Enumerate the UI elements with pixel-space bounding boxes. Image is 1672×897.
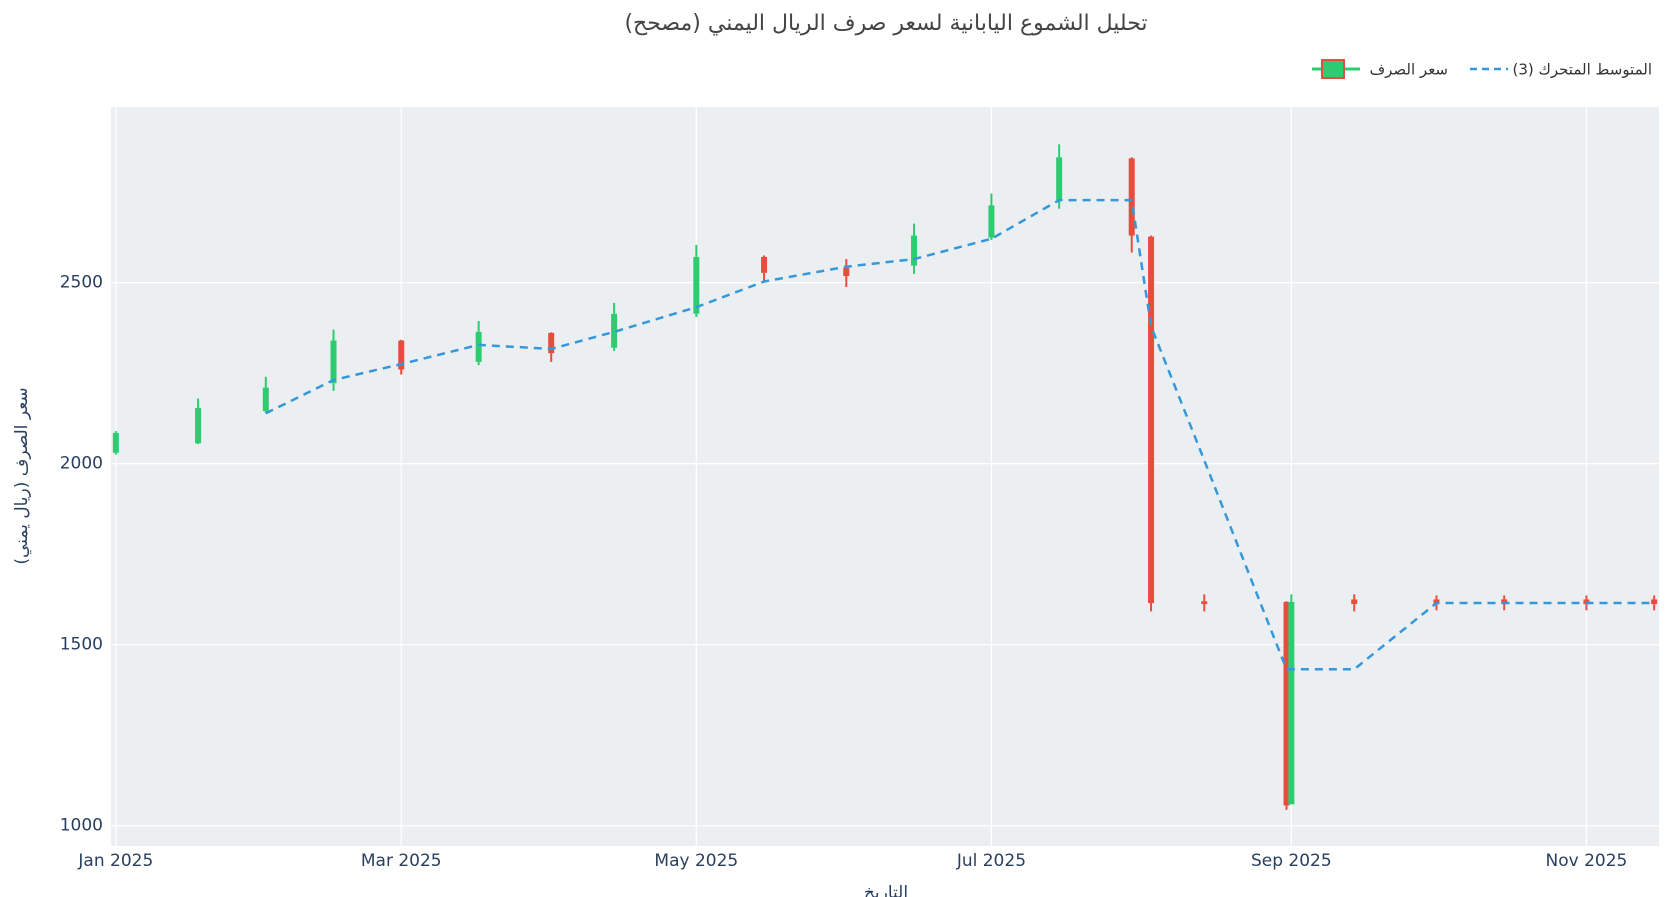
- candle-body: [195, 407, 202, 444]
- candle-body: [843, 267, 850, 277]
- plot-background: [111, 107, 1659, 846]
- x-tick-label: May 2025: [654, 851, 738, 871]
- y-tick-label: 1000: [60, 816, 103, 836]
- candle-body: [330, 340, 337, 384]
- y-tick-label: 1500: [60, 635, 103, 655]
- candle-body: [1148, 236, 1155, 604]
- y-tick-label: 2500: [60, 273, 103, 293]
- chart-title: تحليل الشموع اليابانية لسعر صرف الريال ا…: [624, 11, 1147, 36]
- x-tick-label: Sep 2025: [1251, 851, 1332, 871]
- y-tick-label: 2000: [60, 454, 103, 474]
- legend-label: المتوسط المتحرك (3): [1512, 61, 1652, 79]
- candle-body: [1201, 601, 1208, 605]
- candle-body: [1651, 599, 1658, 605]
- candle-body: [398, 340, 405, 370]
- x-tick-label: Nov 2025: [1546, 851, 1628, 871]
- candle-body: [611, 313, 618, 348]
- x-axis-title: التاريخ: [864, 883, 908, 897]
- candle-body: [988, 205, 995, 238]
- candle-body: [548, 332, 555, 354]
- grid: [111, 107, 1659, 846]
- x-tick-label: Jul 2025: [956, 851, 1026, 871]
- legend: سعر الصرف المتوسط المتحرك (3): [1312, 59, 1652, 79]
- candle-body: [761, 256, 768, 273]
- candle-body: [475, 331, 482, 362]
- candle-body: [911, 235, 918, 266]
- candle-body: [112, 432, 119, 453]
- candle-body: [1056, 157, 1063, 201]
- x-tick-label: Mar 2025: [361, 851, 442, 871]
- candle-body: [1128, 158, 1135, 236]
- y-axis-title: سعر الصرف (ريال يمني): [12, 387, 32, 564]
- candle-body: [1288, 601, 1295, 805]
- legend-candle-icon: [1321, 59, 1345, 79]
- marks: [112, 144, 1658, 810]
- x-tick-label: Jan 2025: [77, 851, 153, 871]
- candle-body: [693, 256, 700, 314]
- candle-body: [1283, 601, 1290, 806]
- moving-average-line: [265, 198, 1655, 671]
- candle-body: [262, 387, 269, 412]
- candle-body: [1351, 599, 1358, 605]
- legend-label: سعر الصرف: [1370, 61, 1448, 79]
